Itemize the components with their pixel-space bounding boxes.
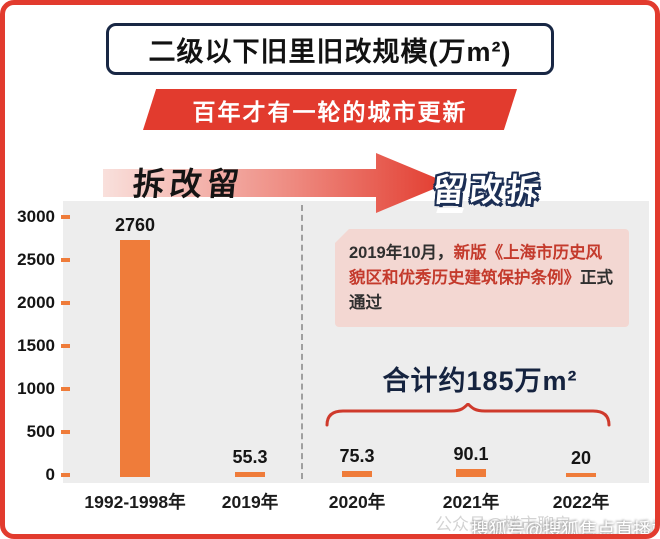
total-label: 合计约185万m² (382, 366, 578, 396)
banner-text: 百年才有一轮的城市更新 (192, 98, 468, 125)
x-axis-label: 2022年 (552, 492, 610, 512)
page-title: 二级以下旧里旧改规模(万m²) (148, 36, 512, 67)
annotation-highlight: 新版《上海市历史风貌区和优秀历史建筑保护条例》 (349, 244, 603, 287)
watermark-back: 公众号@楼市聊房 (435, 515, 572, 534)
y-axis-label: 1500 (17, 336, 55, 355)
y-axis-label: 2000 (17, 293, 55, 312)
title-box: 二级以下旧里旧改规模(万m²) (106, 23, 554, 75)
x-axis-label: 1992-1998年 (84, 492, 186, 512)
bar-column-2019: 55.3 (205, 205, 295, 477)
x-axis-label: 2019年 (221, 492, 279, 512)
bar (342, 470, 372, 477)
bar-value-label: 75.3 (339, 445, 375, 466)
bar-column-2020: 75.3 (312, 205, 402, 477)
bar-value-label: 55.3 (232, 447, 268, 468)
y-axis-tick (61, 301, 70, 305)
y-axis-tick (61, 473, 70, 477)
brace-icon (325, 403, 611, 427)
y-axis-tick (61, 430, 70, 434)
y-axis-tick (61, 344, 70, 348)
phase-label-left: 拆改留 (131, 166, 246, 202)
bar-value-label: 90.1 (453, 444, 489, 465)
y-axis-tick (61, 387, 70, 391)
y-axis-tick (61, 258, 70, 262)
annotation-prefix: 2019年10月， (349, 244, 454, 262)
bar (120, 239, 150, 477)
bar (566, 473, 596, 477)
bar (235, 472, 265, 477)
x-axis-label: 2020年 (328, 492, 386, 512)
bar-column-1992-1998: 2760 (90, 205, 180, 477)
bar (456, 469, 486, 477)
watermark-front: 搜狐号@搜狐焦点直播站 (471, 520, 660, 539)
y-axis-label: 1000 (17, 379, 55, 398)
bar-value-label: 2760 (114, 214, 156, 235)
policy-annotation-box: 2019年10月，新版《上海市历史风貌区和优秀历史建筑保护条例》正式通过 (335, 229, 629, 328)
y-axis-tick (61, 215, 70, 219)
x-axis-label: 2021年 (442, 492, 500, 512)
bar-column-2022: 20 (536, 205, 626, 477)
y-axis-label: 0 (45, 465, 55, 484)
era-divider-dashed-line (301, 205, 303, 479)
banner-ribbon: 百年才有一轮的城市更新 (143, 89, 517, 130)
y-axis-label: 3000 (17, 207, 55, 226)
phase-transition-arrow-icon (103, 153, 448, 213)
bar-column-2021: 90.1 (426, 205, 516, 477)
annotation-suffix: 正式通过 (349, 268, 613, 312)
y-axis-label: 500 (26, 422, 55, 441)
y-axis-label: 2500 (17, 250, 55, 269)
bar-value-label: 20 (570, 448, 592, 468)
